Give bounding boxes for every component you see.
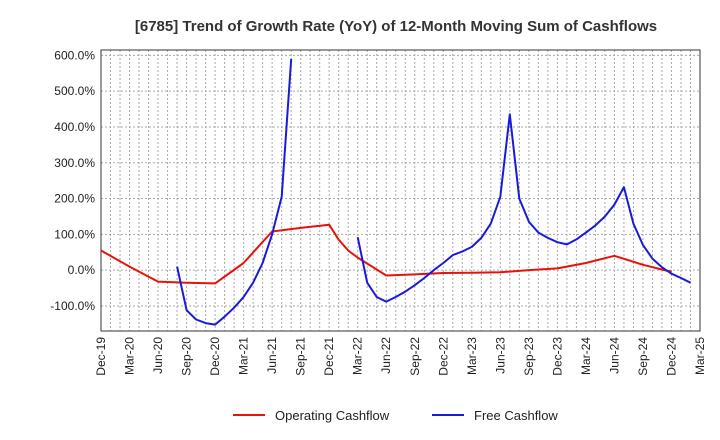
x-tick-label: Mar-22: [351, 337, 365, 375]
legend: Operating Cashflow Free Cashflow: [233, 408, 558, 423]
x-tick-label: Dec-22: [436, 337, 450, 376]
x-tick-label: Sep-22: [408, 337, 422, 376]
x-tick-label: Mar-23: [465, 337, 479, 375]
x-tick-label: Mar-24: [579, 337, 593, 375]
legend-label-operating-cashflow: Operating Cashflow: [275, 408, 390, 423]
y-tick-label: -100.0%: [50, 299, 95, 313]
y-tick-label: 0.0%: [68, 263, 96, 277]
x-tick-label: Jun-20: [151, 337, 165, 374]
y-axis: -100.0% 0.0% 100.0% 200.0% 300.0% 400.0% 500.0…: [50, 48, 95, 313]
y-tick-label: 200.0%: [54, 192, 95, 206]
y-tick-label: 500.0%: [54, 84, 95, 98]
x-tick-label: Dec-19: [94, 337, 108, 376]
x-tick-label: Dec-23: [550, 337, 564, 376]
grid: [100, 50, 701, 331]
x-tick-label: Dec-24: [664, 337, 678, 376]
y-tick-label: 100.0%: [54, 227, 95, 241]
x-tick-label: Mar-20: [123, 337, 137, 375]
x-tick-label: Jun-21: [265, 337, 279, 374]
series-layer: [100, 58, 691, 326]
x-tick-label: Sep-20: [180, 337, 194, 376]
x-tick-label: Mar-25: [693, 337, 707, 375]
legend-label-free-cashflow: Free Cashflow: [474, 408, 558, 423]
x-tick-label: Jun-24: [607, 337, 621, 374]
series-line-free-cashflow: [356, 113, 691, 303]
x-tick-label: Sep-24: [636, 337, 650, 376]
x-tick-label: Sep-23: [522, 337, 536, 376]
x-tick-label: Dec-21: [322, 337, 336, 376]
x-tick-label: Jun-23: [493, 337, 507, 374]
plot-frame: [100, 49, 701, 332]
x-tick-label: Dec-20: [208, 337, 222, 376]
x-tick-label: Jun-22: [379, 337, 393, 374]
x-axis: Dec-19 Mar-20 Jun-20 Sep-20 Dec-20 Mar-21 Jun-…: [94, 337, 707, 376]
y-tick-label: 400.0%: [54, 120, 95, 134]
x-tick-label: Sep-21: [294, 337, 308, 376]
series-line-free-cashflow: [176, 58, 293, 326]
y-tick-label: 600.0%: [54, 48, 95, 62]
y-tick-label: 300.0%: [54, 156, 95, 170]
series-line-operating-cashflow: [100, 223, 672, 285]
x-tick-label: Mar-21: [237, 337, 251, 375]
chart-title: [6785] Trend of Growth Rate (YoY) of 12-…: [135, 18, 657, 35]
